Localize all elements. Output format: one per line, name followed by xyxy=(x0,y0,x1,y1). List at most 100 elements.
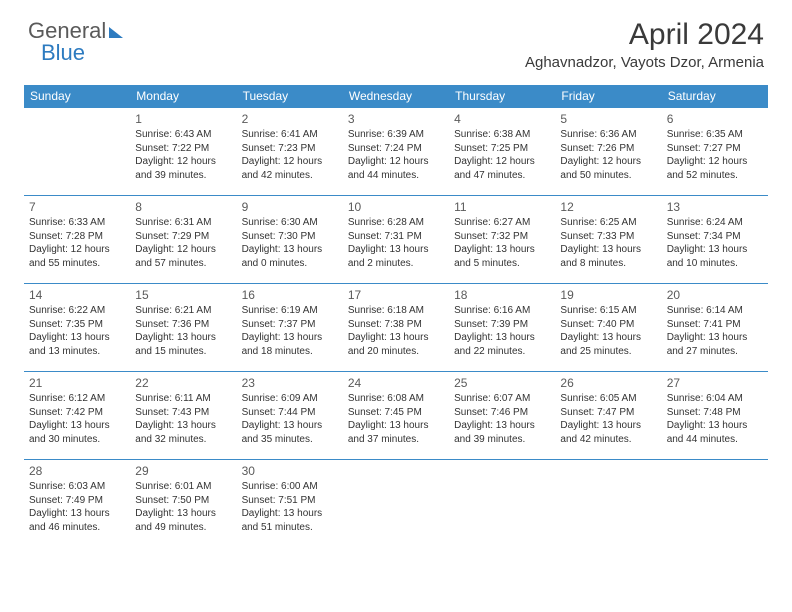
sunset-text: Sunset: 7:28 PM xyxy=(29,230,125,244)
calendar-cell xyxy=(555,460,661,548)
day-number: 30 xyxy=(242,463,338,479)
sunrise-text: Sunrise: 6:04 AM xyxy=(667,392,763,406)
calendar-cell: 25Sunrise: 6:07 AMSunset: 7:46 PMDayligh… xyxy=(449,372,555,460)
sunset-text: Sunset: 7:27 PM xyxy=(667,142,763,156)
sunrise-text: Sunrise: 6:41 AM xyxy=(242,128,338,142)
calendar-cell xyxy=(449,460,555,548)
day-number: 14 xyxy=(29,287,125,303)
calendar-cell: 20Sunrise: 6:14 AMSunset: 7:41 PMDayligh… xyxy=(662,284,768,372)
day-number: 3 xyxy=(348,111,444,127)
sunrise-text: Sunrise: 6:22 AM xyxy=(29,304,125,318)
sunset-text: Sunset: 7:31 PM xyxy=(348,230,444,244)
daylight-text: Daylight: 13 hours and 42 minutes. xyxy=(560,419,656,446)
daylight-text: Daylight: 12 hours and 57 minutes. xyxy=(135,243,231,270)
day-number: 20 xyxy=(667,287,763,303)
day-number: 13 xyxy=(667,199,763,215)
sunset-text: Sunset: 7:46 PM xyxy=(454,406,550,420)
calendar-header-row: SundayMondayTuesdayWednesdayThursdayFrid… xyxy=(24,85,768,108)
weekday-header: Tuesday xyxy=(237,85,343,108)
sunset-text: Sunset: 7:51 PM xyxy=(242,494,338,508)
daylight-text: Daylight: 12 hours and 52 minutes. xyxy=(667,155,763,182)
logo-line2: Blue xyxy=(41,40,85,66)
sunset-text: Sunset: 7:44 PM xyxy=(242,406,338,420)
calendar-cell: 3Sunrise: 6:39 AMSunset: 7:24 PMDaylight… xyxy=(343,108,449,196)
sunset-text: Sunset: 7:47 PM xyxy=(560,406,656,420)
calendar-cell: 4Sunrise: 6:38 AMSunset: 7:25 PMDaylight… xyxy=(449,108,555,196)
sunrise-text: Sunrise: 6:27 AM xyxy=(454,216,550,230)
daylight-text: Daylight: 13 hours and 2 minutes. xyxy=(348,243,444,270)
day-number: 19 xyxy=(560,287,656,303)
sunset-text: Sunset: 7:40 PM xyxy=(560,318,656,332)
sunset-text: Sunset: 7:29 PM xyxy=(135,230,231,244)
sunrise-text: Sunrise: 6:14 AM xyxy=(667,304,763,318)
sunrise-text: Sunrise: 6:35 AM xyxy=(667,128,763,142)
sunset-text: Sunset: 7:39 PM xyxy=(454,318,550,332)
sunrise-text: Sunrise: 6:15 AM xyxy=(560,304,656,318)
calendar-cell: 18Sunrise: 6:16 AMSunset: 7:39 PMDayligh… xyxy=(449,284,555,372)
sunset-text: Sunset: 7:34 PM xyxy=(667,230,763,244)
calendar-cell: 6Sunrise: 6:35 AMSunset: 7:27 PMDaylight… xyxy=(662,108,768,196)
calendar-cell: 27Sunrise: 6:04 AMSunset: 7:48 PMDayligh… xyxy=(662,372,768,460)
title-block: April 2024 Aghavnadzor, Vayots Dzor, Arm… xyxy=(525,18,764,71)
calendar-cell: 23Sunrise: 6:09 AMSunset: 7:44 PMDayligh… xyxy=(237,372,343,460)
calendar-cell: 17Sunrise: 6:18 AMSunset: 7:38 PMDayligh… xyxy=(343,284,449,372)
logo-text-blue: Blue xyxy=(41,40,85,65)
daylight-text: Daylight: 13 hours and 8 minutes. xyxy=(560,243,656,270)
daylight-text: Daylight: 13 hours and 44 minutes. xyxy=(667,419,763,446)
sunrise-text: Sunrise: 6:25 AM xyxy=(560,216,656,230)
sunrise-text: Sunrise: 6:31 AM xyxy=(135,216,231,230)
sunrise-text: Sunrise: 6:16 AM xyxy=(454,304,550,318)
sunset-text: Sunset: 7:38 PM xyxy=(348,318,444,332)
calendar-row: 28Sunrise: 6:03 AMSunset: 7:49 PMDayligh… xyxy=(24,460,768,548)
day-number: 2 xyxy=(242,111,338,127)
day-number: 27 xyxy=(667,375,763,391)
sunset-text: Sunset: 7:50 PM xyxy=(135,494,231,508)
daylight-text: Daylight: 12 hours and 55 minutes. xyxy=(29,243,125,270)
day-number: 11 xyxy=(454,199,550,215)
daylight-text: Daylight: 13 hours and 27 minutes. xyxy=(667,331,763,358)
calendar-cell: 22Sunrise: 6:11 AMSunset: 7:43 PMDayligh… xyxy=(130,372,236,460)
sunrise-text: Sunrise: 6:11 AM xyxy=(135,392,231,406)
calendar-cell: 21Sunrise: 6:12 AMSunset: 7:42 PMDayligh… xyxy=(24,372,130,460)
sunset-text: Sunset: 7:41 PM xyxy=(667,318,763,332)
calendar-row: 1Sunrise: 6:43 AMSunset: 7:22 PMDaylight… xyxy=(24,108,768,196)
weekday-header: Sunday xyxy=(24,85,130,108)
calendar-cell: 8Sunrise: 6:31 AMSunset: 7:29 PMDaylight… xyxy=(130,196,236,284)
calendar-cell: 28Sunrise: 6:03 AMSunset: 7:49 PMDayligh… xyxy=(24,460,130,548)
calendar-cell: 24Sunrise: 6:08 AMSunset: 7:45 PMDayligh… xyxy=(343,372,449,460)
sunrise-text: Sunrise: 6:33 AM xyxy=(29,216,125,230)
sunset-text: Sunset: 7:42 PM xyxy=(29,406,125,420)
sunrise-text: Sunrise: 6:18 AM xyxy=(348,304,444,318)
sunset-text: Sunset: 7:30 PM xyxy=(242,230,338,244)
daylight-text: Daylight: 13 hours and 0 minutes. xyxy=(242,243,338,270)
sunrise-text: Sunrise: 6:07 AM xyxy=(454,392,550,406)
day-number: 28 xyxy=(29,463,125,479)
location-text: Aghavnadzor, Vayots Dzor, Armenia xyxy=(525,54,764,71)
calendar-cell: 11Sunrise: 6:27 AMSunset: 7:32 PMDayligh… xyxy=(449,196,555,284)
day-number: 6 xyxy=(667,111,763,127)
calendar-cell: 16Sunrise: 6:19 AMSunset: 7:37 PMDayligh… xyxy=(237,284,343,372)
daylight-text: Daylight: 13 hours and 18 minutes. xyxy=(242,331,338,358)
sunset-text: Sunset: 7:36 PM xyxy=(135,318,231,332)
weekday-header: Wednesday xyxy=(343,85,449,108)
daylight-text: Daylight: 12 hours and 47 minutes. xyxy=(454,155,550,182)
calendar-cell: 26Sunrise: 6:05 AMSunset: 7:47 PMDayligh… xyxy=(555,372,661,460)
sunrise-text: Sunrise: 6:12 AM xyxy=(29,392,125,406)
day-number: 16 xyxy=(242,287,338,303)
daylight-text: Daylight: 13 hours and 13 minutes. xyxy=(29,331,125,358)
calendar-cell: 15Sunrise: 6:21 AMSunset: 7:36 PMDayligh… xyxy=(130,284,236,372)
sunrise-text: Sunrise: 6:00 AM xyxy=(242,480,338,494)
daylight-text: Daylight: 12 hours and 42 minutes. xyxy=(242,155,338,182)
sunset-text: Sunset: 7:37 PM xyxy=(242,318,338,332)
daylight-text: Daylight: 13 hours and 25 minutes. xyxy=(560,331,656,358)
sunset-text: Sunset: 7:45 PM xyxy=(348,406,444,420)
sunset-text: Sunset: 7:32 PM xyxy=(454,230,550,244)
sunset-text: Sunset: 7:33 PM xyxy=(560,230,656,244)
sunrise-text: Sunrise: 6:01 AM xyxy=(135,480,231,494)
daylight-text: Daylight: 13 hours and 49 minutes. xyxy=(135,507,231,534)
sunset-text: Sunset: 7:43 PM xyxy=(135,406,231,420)
sunrise-text: Sunrise: 6:36 AM xyxy=(560,128,656,142)
calendar-cell: 12Sunrise: 6:25 AMSunset: 7:33 PMDayligh… xyxy=(555,196,661,284)
day-number: 26 xyxy=(560,375,656,391)
calendar-body: 1Sunrise: 6:43 AMSunset: 7:22 PMDaylight… xyxy=(24,108,768,548)
